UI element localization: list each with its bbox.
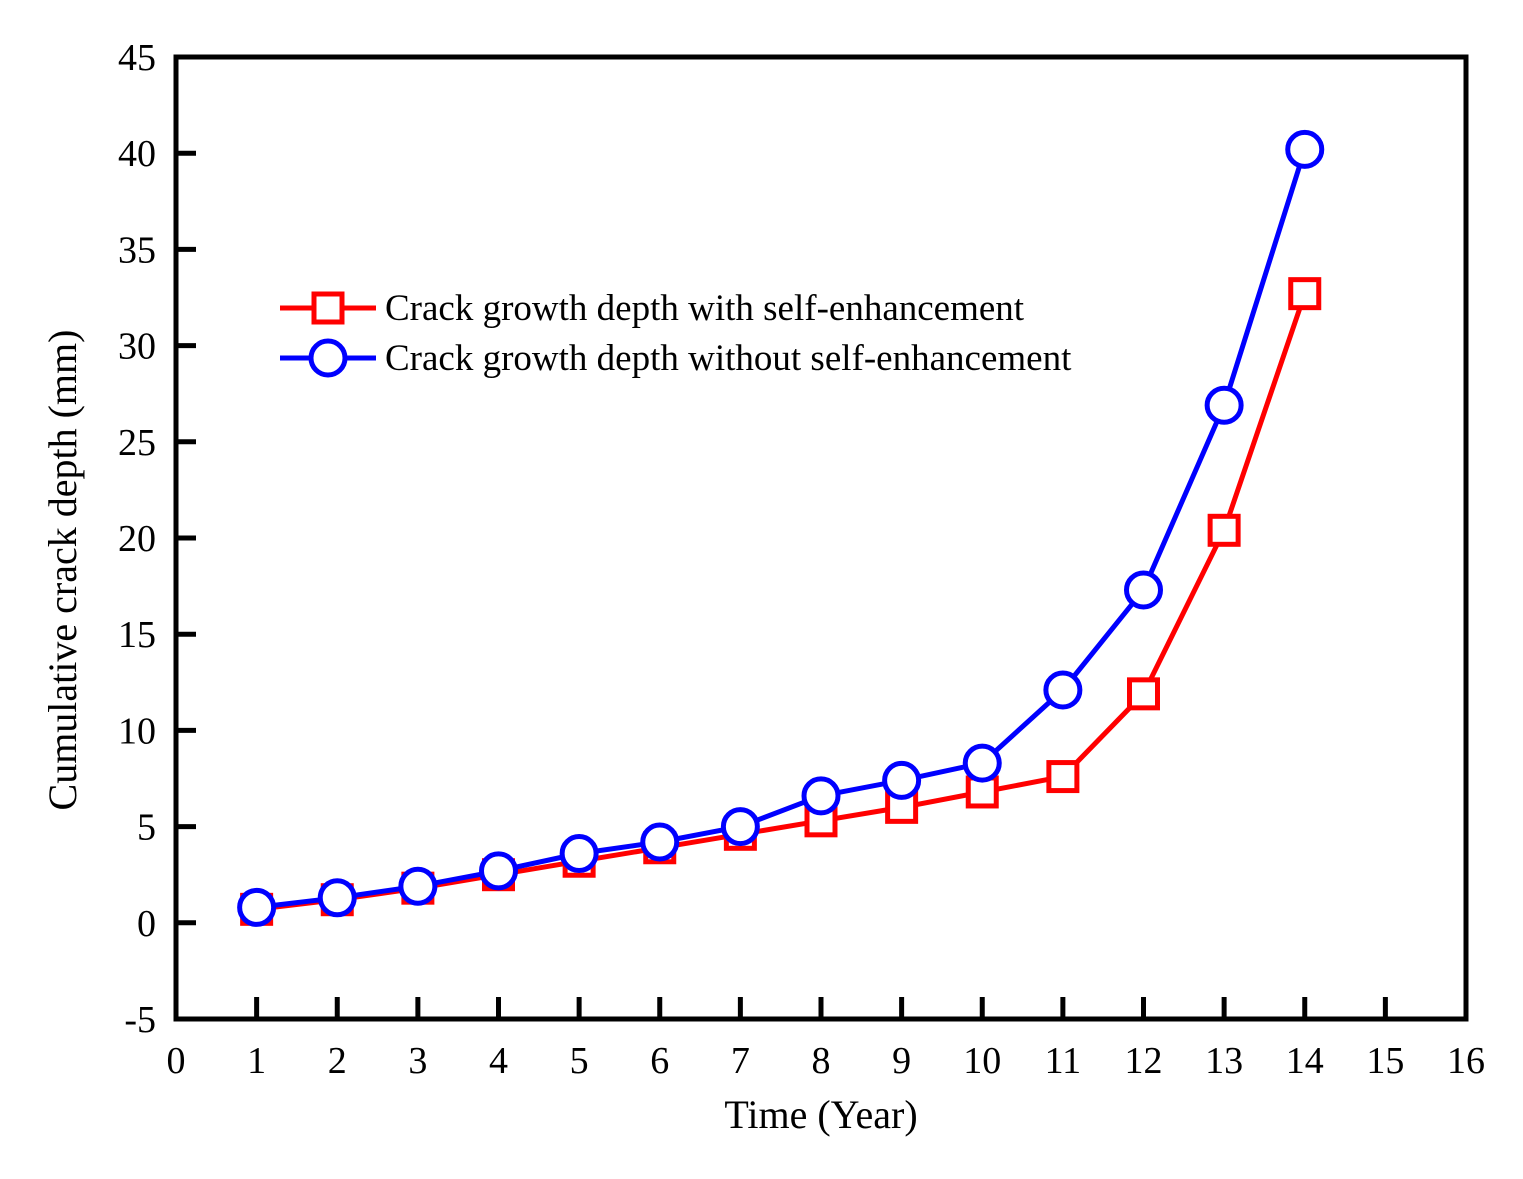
x-tick-label: 3 [408,1040,427,1082]
series-line [256,148,1308,910]
y-tick-label: 45 [118,37,156,79]
data-point [720,807,760,847]
data-point [1288,277,1322,311]
x-tick-label: 1 [247,1040,266,1082]
series-layer [237,129,1325,927]
data-point [1207,513,1241,547]
series-without-self-enhancement [237,129,1325,927]
x-tick-label: 5 [570,1040,589,1082]
data-point [801,776,841,816]
legend-marker [308,338,348,378]
data-point [1124,570,1163,610]
legend-label: Crack growth depth with self-enhancement [385,288,1025,329]
data-point [1285,129,1325,169]
x-tick-label: 2 [328,1040,347,1082]
data-point [1043,670,1083,710]
y-tick-label: 15 [118,614,156,656]
plot-frame [173,54,1469,1022]
x-tick-label: 12 [1125,1040,1163,1082]
x-tick-label: 15 [1366,1040,1404,1082]
y-tick-label: 30 [118,326,156,368]
y-axis-ticks: -5 0 5 10 15 20 25 30 35 40 45 [118,37,196,1041]
y-axis-title: Cumulative crack depth (mm) [40,330,85,811]
y-tick-label: 10 [118,710,156,752]
x-axis-ticks: 0 1 2 3 4 5 6 7 8 9 10 11 12 13 14 15 16 [167,997,1485,1082]
data-point [1204,385,1244,425]
legend-item: Crack growth depth without self-enhancem… [280,338,1072,379]
data-point [237,887,277,927]
x-tick-label: 0 [167,1040,186,1082]
x-tick-label: 4 [489,1040,508,1082]
y-tick-label: 20 [118,518,156,560]
y-tick-label: 25 [118,422,156,464]
x-tick-label: 6 [650,1040,669,1082]
x-tick-label: 9 [892,1040,911,1082]
x-tick-label: 11 [1045,1040,1082,1082]
data-point [559,834,599,874]
data-point [398,866,438,906]
data-point [962,743,1002,783]
y-tick-label: 40 [118,133,156,175]
x-axis-title: Time (Year) [724,1092,917,1137]
data-point [882,760,922,800]
data-point [1127,677,1160,711]
data-point [317,878,357,918]
data-point [479,851,518,891]
legend-item: Crack growth depth with self-enhancement [280,288,1025,329]
x-tick-label: 10 [963,1040,1001,1082]
x-tick-label: 14 [1286,1040,1324,1082]
y-tick-label: 35 [118,229,156,271]
data-point [1046,760,1080,794]
legend-marker [311,291,345,325]
x-tick-label: 7 [731,1040,750,1082]
x-tick-label: 16 [1447,1040,1485,1082]
x-tick-label: 13 [1205,1040,1243,1082]
y-tick-label: 5 [137,807,156,849]
x-tick-label: 8 [812,1040,831,1082]
data-point [640,822,680,862]
legend-label: Crack growth depth without self-enhancem… [385,338,1072,379]
y-tick-label: 0 [137,903,156,945]
y-tick-label: -5 [124,999,156,1041]
legend: Crack growth depth with self-enhancement… [280,288,1072,379]
